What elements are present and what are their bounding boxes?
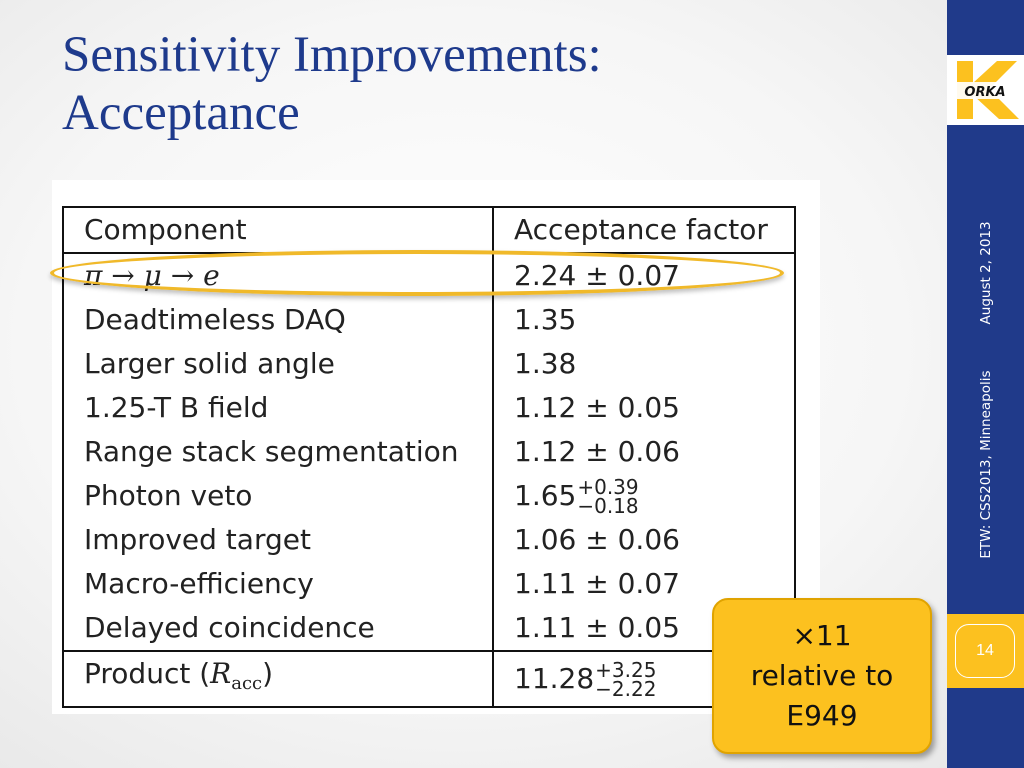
footer-vertical-text: ETW: CSS2013, Minneapolis August 2, 2013 <box>978 221 994 558</box>
row-component: Larger solid angle <box>63 342 494 386</box>
page-number: 14 <box>955 624 1015 678</box>
factor-sub: −0.18 <box>577 494 639 518</box>
row-component: Range stack segmentation <box>63 430 494 474</box>
product-close: ) <box>262 657 274 690</box>
presentation-location: ETW: CSS2013, Minneapolis <box>978 370 994 559</box>
logo-text: ORKA <box>964 85 1005 100</box>
table-row: Delayed coincidence 1.11 ± 0.05 <box>63 606 795 651</box>
slide-title: Sensitivity Improvements: Acceptance <box>62 26 922 142</box>
row-factor: 1.12 ± 0.06 <box>514 435 680 468</box>
factor-uncertainty: +3.25 −2.22 <box>595 658 657 701</box>
slide-title-line-2: Acceptance <box>62 85 300 141</box>
callout-line-2: relative to <box>750 659 894 692</box>
factor-main: 1.65 <box>514 479 577 512</box>
product-symbol: R <box>210 657 232 690</box>
table-row: Photon veto 1.65 +0.39 −0.18 <box>63 474 795 518</box>
product-row: Product (Racc) 11.28 +3.25 −2.22 <box>63 650 795 707</box>
row-component: 1.25-T B field <box>63 386 494 430</box>
row-component: Delayed coincidence <box>63 606 494 651</box>
callout-line-3: E949 <box>786 699 858 732</box>
row-factor: 1.06 ± 0.06 <box>514 523 680 556</box>
factor-sup: +3.25 <box>595 658 657 682</box>
factor-uncertainty: +0.39 −0.18 <box>577 475 639 518</box>
sidebar: ORKA 14 <box>947 0 1024 768</box>
factor-sub: −2.22 <box>595 677 657 701</box>
slide-title-line-1: Sensitivity Improvements: <box>62 27 602 83</box>
row-factor: 1.12 ± 0.05 <box>514 391 680 424</box>
product-label-text: Product ( <box>84 657 211 690</box>
factor-main: 11.28 <box>514 662 595 695</box>
table-row: Deadtimeless DAQ 1.35 <box>63 298 795 342</box>
table-row: Macro-efficiency 1.11 ± 0.07 <box>63 562 795 606</box>
header-component: Component <box>63 207 494 254</box>
callout-line-1: ×11 <box>792 619 852 652</box>
header-acceptance-factor: Acceptance factor <box>493 207 795 254</box>
row-component: Macro-efficiency <box>63 562 494 606</box>
highlight-ellipse <box>50 250 784 296</box>
row-factor: 1.11 ± 0.07 <box>514 567 680 600</box>
row-factor: 1.38 <box>514 347 577 380</box>
table-row: Larger solid angle 1.38 <box>63 342 795 386</box>
page-number-tab: 14 <box>947 614 1024 688</box>
table-header-row: Component Acceptance factor <box>63 207 795 254</box>
orka-logo-icon: ORKA <box>947 55 1024 125</box>
callout-box: ×11 relative to E949 <box>712 598 932 754</box>
factor-sup: +0.39 <box>577 475 639 499</box>
orka-logo: ORKA <box>947 55 1024 125</box>
row-component: Improved target <box>63 518 494 562</box>
row-factor: 1.65 +0.39 −0.18 <box>493 474 795 518</box>
row-factor: 1.11 ± 0.05 <box>514 611 680 644</box>
row-component: Deadtimeless DAQ <box>63 298 494 342</box>
table-row: Range stack segmentation 1.12 ± 0.06 <box>63 430 795 474</box>
product-label: Product (Racc) <box>63 650 494 707</box>
table-row: 1.25-T B field 1.12 ± 0.05 <box>63 386 795 430</box>
row-factor: 1.35 <box>514 303 577 336</box>
table-row: Improved target 1.06 ± 0.06 <box>63 518 795 562</box>
presentation-date: August 2, 2013 <box>978 221 994 325</box>
row-component: Photon veto <box>63 474 494 518</box>
product-subscript: acc <box>231 673 263 694</box>
